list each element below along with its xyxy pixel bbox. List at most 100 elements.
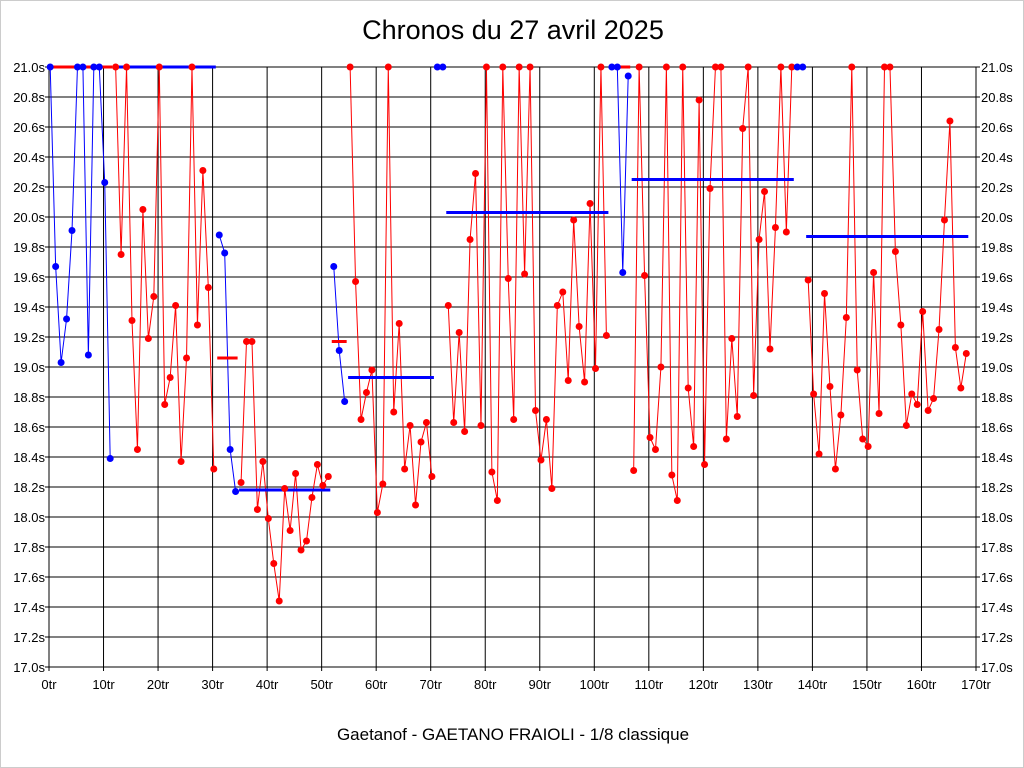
lap-point-red bbox=[248, 338, 256, 345]
lap-point-red bbox=[417, 438, 425, 446]
y-tick-label: 20.8s bbox=[13, 90, 45, 105]
lap-point-red bbox=[428, 473, 436, 480]
lap-point-red bbox=[139, 206, 147, 213]
lap-point-red bbox=[695, 96, 703, 104]
y-tick-label-right: 20.0s bbox=[981, 210, 1013, 225]
x-tick-label: 70tr bbox=[420, 677, 443, 692]
y-tick-label-right: 19.4s bbox=[981, 300, 1013, 315]
lap-point-blue bbox=[101, 179, 109, 186]
lap-point-red bbox=[957, 384, 965, 392]
lap-point-red bbox=[466, 236, 474, 243]
lap-point-red bbox=[422, 419, 430, 426]
lap-point-red bbox=[755, 236, 763, 243]
y-tick-label-right: 18.6s bbox=[981, 420, 1013, 435]
lap-point-red bbox=[831, 465, 839, 473]
y-tick-label: 18.2s bbox=[13, 480, 45, 495]
lap-point-red bbox=[193, 321, 201, 329]
lap-point-blue bbox=[613, 63, 621, 71]
lap-point-red bbox=[902, 422, 910, 429]
y-tick-label-right: 20.6s bbox=[981, 120, 1013, 135]
lap-point-blue bbox=[95, 63, 103, 71]
lap-point-red bbox=[319, 482, 327, 489]
lap-point-red bbox=[401, 465, 409, 473]
lap-point-red bbox=[591, 365, 599, 372]
lap-point-red bbox=[199, 167, 207, 174]
lap-point-red bbox=[286, 527, 294, 534]
lap-point-red bbox=[744, 63, 752, 71]
lap-point-red bbox=[635, 63, 643, 71]
lap-point-red bbox=[172, 302, 180, 309]
lap-point-red bbox=[406, 422, 414, 429]
y-tick-label: 19.0s bbox=[13, 360, 45, 375]
x-tick-label: 80tr bbox=[474, 677, 497, 692]
lap-point-red bbox=[128, 317, 136, 324]
stint-line-red bbox=[447, 66, 607, 501]
lap-point-red bbox=[532, 407, 540, 414]
lap-point-red bbox=[946, 117, 954, 125]
lap-point-red bbox=[581, 378, 589, 386]
y-tick-label-right: 18.0s bbox=[981, 510, 1013, 525]
lap-point-red bbox=[166, 374, 174, 381]
x-tick-label: 110tr bbox=[634, 677, 663, 692]
y-tick-label: 19.8s bbox=[13, 240, 45, 255]
lap-point-red bbox=[444, 302, 452, 309]
stint-line-blue bbox=[333, 266, 346, 402]
lap-point-blue bbox=[215, 231, 223, 239]
lap-point-red bbox=[788, 63, 796, 71]
stint-line-blue bbox=[218, 234, 237, 492]
x-tick-label: 150tr bbox=[852, 677, 882, 692]
y-tick-label-right: 20.8s bbox=[981, 90, 1013, 105]
x-tick-label: 140tr bbox=[798, 677, 828, 692]
lap-point-red bbox=[935, 326, 943, 333]
lap-point-blue bbox=[232, 488, 240, 495]
lap-point-blue bbox=[73, 63, 81, 71]
y-tick-label-right: 17.4s bbox=[981, 600, 1013, 615]
lap-point-red bbox=[133, 446, 141, 453]
lap-point-red bbox=[253, 506, 261, 513]
y-tick-label-right: 19.8s bbox=[981, 240, 1013, 255]
lap-point-red bbox=[771, 224, 779, 231]
lap-point-red bbox=[717, 63, 725, 71]
lap-point-red bbox=[940, 216, 948, 224]
lap-point-red bbox=[690, 443, 698, 450]
lap-point-red bbox=[870, 269, 878, 276]
lap-point-red bbox=[641, 272, 649, 279]
lap-point-red bbox=[395, 320, 403, 327]
lap-point-red bbox=[891, 248, 899, 255]
x-tick-label: 10tr bbox=[92, 677, 115, 692]
plot-border bbox=[48, 66, 977, 668]
lap-point-red bbox=[112, 63, 120, 71]
y-tick-label: 17.4s bbox=[13, 600, 45, 615]
x-tick-label: 160tr bbox=[907, 677, 937, 692]
lap-point-red bbox=[711, 63, 719, 71]
lap-point-red bbox=[237, 479, 245, 486]
lap-point-red bbox=[510, 416, 518, 423]
lap-point-red bbox=[859, 435, 867, 443]
lap-point-red bbox=[281, 485, 289, 492]
lap-point-red bbox=[379, 480, 387, 488]
lap-point-red bbox=[848, 63, 856, 71]
lap-point-red bbox=[188, 63, 196, 71]
lap-point-red bbox=[177, 458, 185, 465]
y-tick-label-right: 18.8s bbox=[981, 390, 1013, 405]
y-tick-label-right: 18.4s bbox=[981, 450, 1013, 465]
lap-point-red bbox=[542, 416, 550, 423]
x-tick-label: 50tr bbox=[310, 677, 333, 692]
lap-point-red bbox=[259, 458, 267, 465]
lap-point-red bbox=[728, 335, 736, 342]
x-tick-label: 120tr bbox=[689, 677, 719, 692]
lap-point-red bbox=[668, 471, 676, 479]
stint-line-blue bbox=[611, 66, 629, 273]
lap-point-red bbox=[815, 450, 823, 458]
lap-point-red bbox=[292, 470, 300, 477]
y-tick-label: 17.6s bbox=[13, 570, 45, 585]
lap-point-red bbox=[297, 546, 305, 554]
lap-point-red bbox=[352, 278, 360, 285]
lap-point-red bbox=[924, 407, 932, 414]
lap-point-red bbox=[499, 63, 507, 71]
lap-point-red bbox=[368, 366, 376, 374]
lap-point-red bbox=[210, 465, 218, 473]
y-tick-label: 19.4s bbox=[13, 300, 45, 315]
